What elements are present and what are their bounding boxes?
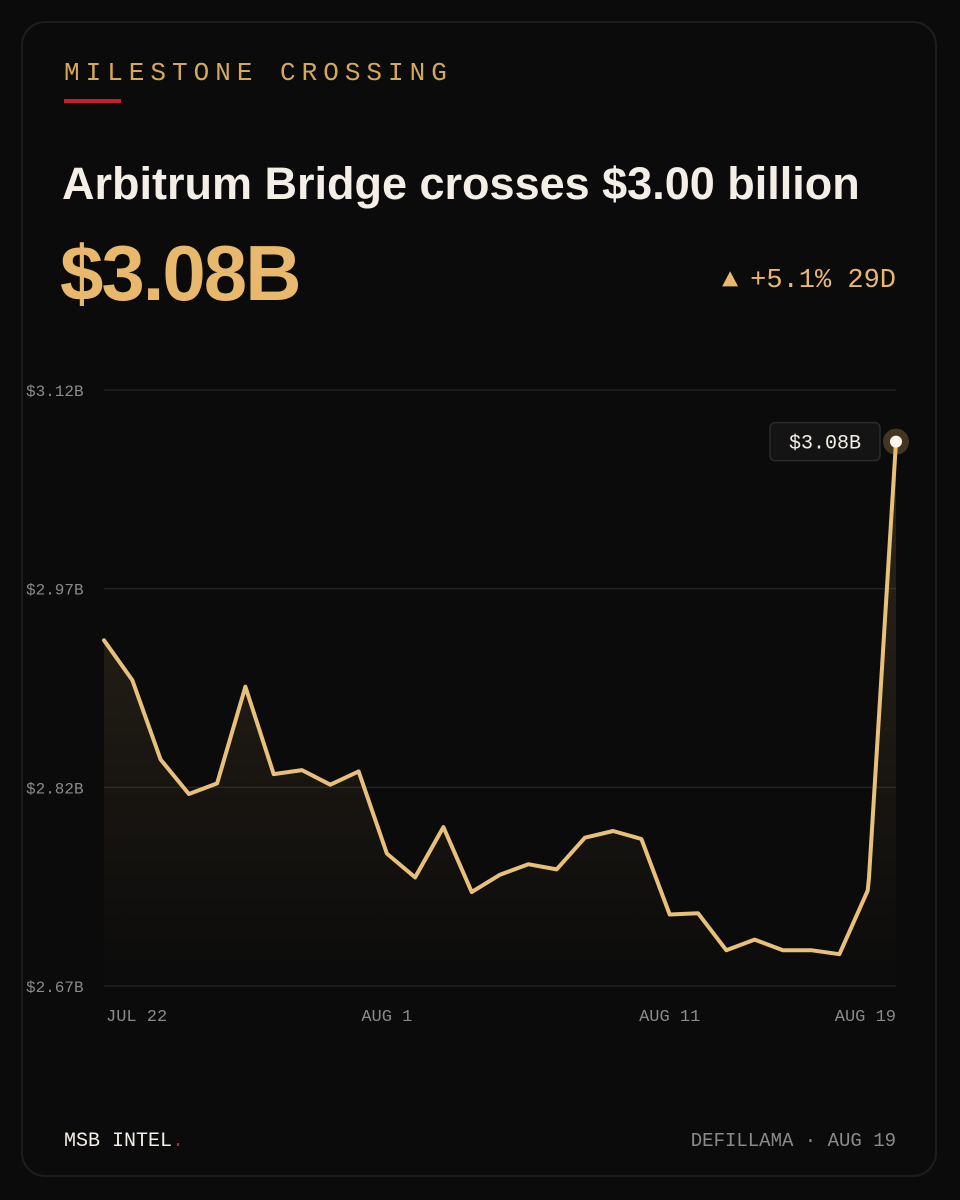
change-indicator: ▲ +5.1% 29D <box>722 266 896 296</box>
x-tick-label: AUG 11 <box>639 1008 700 1027</box>
x-axis: JUL 22 AUG 1 AUG 11 AUG 19 <box>106 1008 896 1027</box>
up-arrow-icon: ▲ <box>721 266 739 296</box>
brand-text: MSB INTEL <box>64 1130 173 1153</box>
end-value-label: $3.08B <box>789 433 861 456</box>
y-axis: $3.12B $2.97B $2.82B $2.67B <box>26 383 84 997</box>
series-area <box>104 441 896 986</box>
brand-dot: . <box>172 1130 185 1153</box>
end-value-box <box>769 421 881 462</box>
x-tick-label: AUG 19 <box>835 1008 896 1027</box>
y-tick-label: $2.67B <box>26 979 84 997</box>
source-label: DEFILLAMA · AUG 19 <box>690 1130 896 1152</box>
brand-label: MSB INTEL. <box>64 1130 184 1153</box>
headline-title: Arbitrum Bridge crosses $3.00 billion <box>62 158 860 209</box>
end-marker: $3.08B <box>769 421 909 462</box>
y-tick-label: $2.97B <box>26 582 84 600</box>
accent-rule <box>64 99 121 103</box>
y-tick-label: $3.12B <box>26 383 84 401</box>
change-text: +5.1% 29D <box>750 266 896 296</box>
x-tick-label: AUG 1 <box>361 1008 412 1027</box>
y-tick-label: $2.82B <box>26 780 84 798</box>
end-marker-dot <box>890 435 902 448</box>
x-tick-label: JUL 22 <box>106 1008 167 1027</box>
eyebrow-label: MILESTONE CROSSING <box>64 58 453 88</box>
series-line <box>102 439 898 957</box>
current-value: $3.08B <box>60 229 302 317</box>
